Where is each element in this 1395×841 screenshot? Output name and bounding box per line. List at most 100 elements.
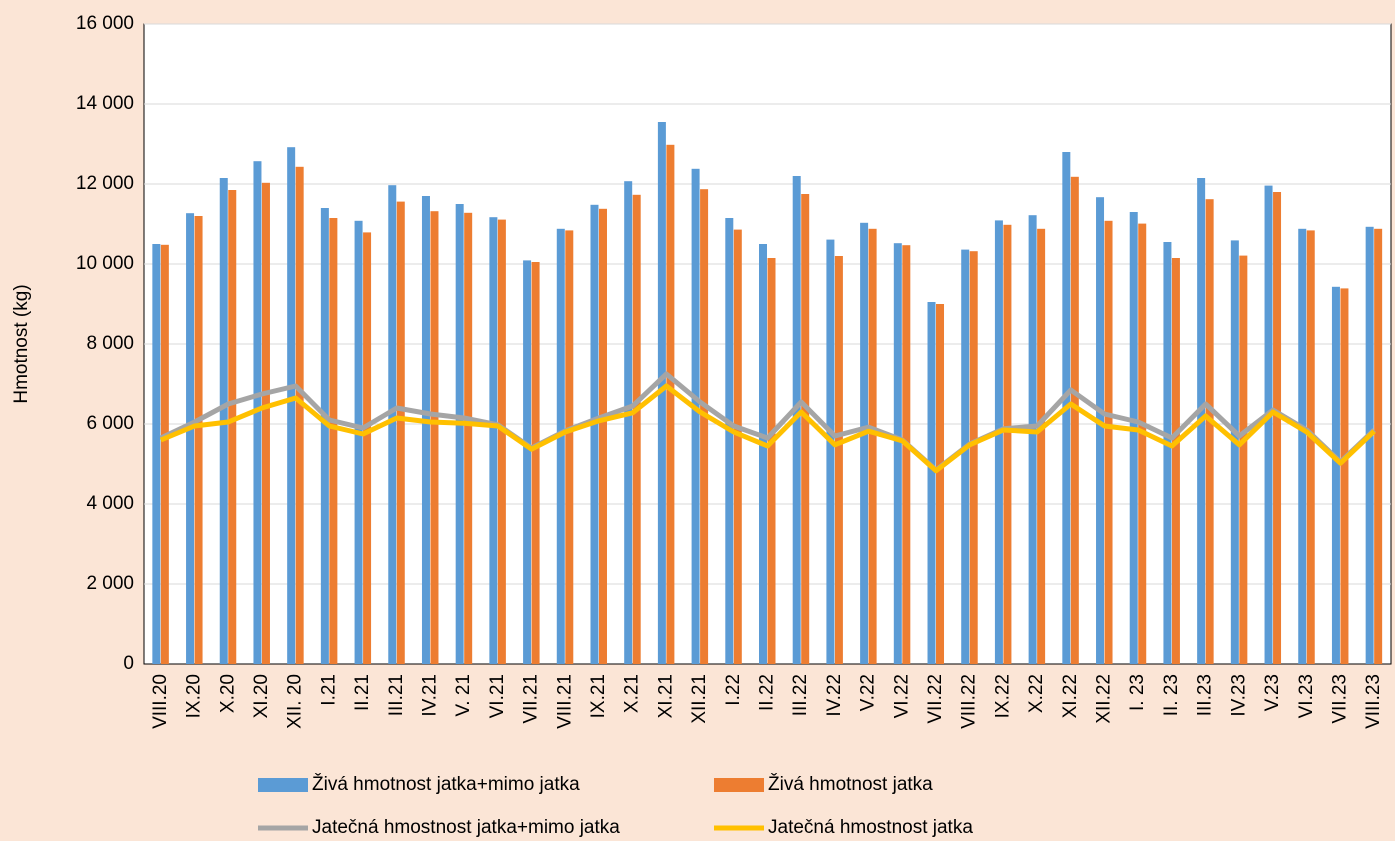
x-tick-label: XI.21 [655, 674, 676, 718]
y-tick-label: 8 000 [86, 333, 134, 354]
bar [936, 304, 945, 664]
bar [868, 228, 877, 665]
bar [1306, 230, 1315, 664]
x-tick-label: II.21 [352, 674, 373, 711]
bar [556, 228, 565, 665]
bar [994, 220, 1003, 664]
bar [1230, 240, 1239, 664]
x-tick-label: XII.21 [689, 674, 710, 724]
bar [253, 161, 262, 664]
x-tick-label: XI.22 [1060, 674, 1081, 718]
y-tick-label: 12 000 [76, 173, 134, 194]
bar [700, 189, 709, 664]
bar [1273, 192, 1282, 664]
bar [295, 166, 304, 665]
x-tick-label: VIII.21 [554, 674, 575, 729]
x-tick-label: X.22 [1026, 674, 1047, 713]
y-tick-label: 16 000 [76, 13, 134, 34]
legend-label: Živá hmotnost jatka [768, 773, 933, 795]
legend-swatch [714, 778, 764, 792]
x-tick-label: VIII.22 [959, 674, 980, 729]
bar [632, 194, 641, 665]
y-axis-label: Hmotnost (kg) [11, 284, 32, 403]
x-tick-label: VII.23 [1329, 674, 1350, 724]
x-tick-label: V. 21 [453, 674, 474, 717]
x-tick-label: IV.21 [419, 674, 440, 717]
bar [767, 258, 776, 664]
bar [598, 208, 607, 665]
bar [1205, 199, 1214, 664]
x-tick-label: VI.21 [487, 674, 508, 718]
x-tick-label: VII.21 [521, 674, 542, 724]
x-tick-label: VIII.23 [1363, 674, 1384, 729]
bar [1264, 185, 1273, 664]
bar [354, 220, 363, 665]
bar [228, 190, 237, 664]
bar [1138, 223, 1147, 664]
bar [969, 251, 978, 664]
bar [1003, 224, 1012, 665]
bar [531, 262, 540, 664]
bar [1171, 258, 1180, 664]
bar [523, 260, 532, 664]
x-tick-label: VII.22 [925, 674, 946, 724]
x-tick-label: XI.20 [251, 674, 272, 718]
bar [657, 122, 666, 664]
x-tick-label: IX.21 [588, 674, 609, 718]
bar [329, 218, 338, 664]
line-series [159, 371, 1376, 473]
bar [893, 243, 902, 664]
bar [160, 244, 169, 665]
x-tick-label: VIII.20 [150, 674, 171, 729]
bar [834, 256, 843, 664]
bar [1096, 197, 1105, 664]
bar [1129, 212, 1138, 664]
x-tick-label: X.20 [217, 674, 238, 713]
x-tick-label: IX.20 [184, 674, 205, 718]
x-tick-label: VI.23 [1296, 674, 1317, 718]
bar [666, 144, 675, 665]
x-tick-label: II.22 [757, 674, 778, 711]
bar [1331, 286, 1340, 664]
bar [624, 181, 633, 664]
bar [489, 217, 498, 664]
x-tick-label: XII.22 [1094, 674, 1115, 724]
bar [363, 232, 372, 664]
y-tick-label: 2 000 [86, 573, 134, 594]
x-tick-label: IX.22 [992, 674, 1013, 718]
x-tick-label: IV.22 [824, 674, 845, 717]
bar [287, 147, 296, 664]
bar [455, 204, 464, 664]
bar [860, 222, 869, 665]
bar [759, 244, 767, 664]
x-tick-label: XII. 20 [285, 674, 306, 729]
x-tick-label: I.22 [723, 674, 744, 706]
bar [1163, 242, 1172, 664]
bar [186, 213, 195, 664]
bar [430, 211, 439, 664]
bar [902, 245, 911, 664]
bar [396, 201, 405, 664]
bar [590, 204, 599, 665]
bar [194, 216, 203, 664]
y-tick-label: 4 000 [86, 493, 134, 514]
bar [320, 208, 329, 664]
x-tick-label: II. 23 [1161, 674, 1182, 716]
y-tick-label: 6 000 [86, 413, 134, 434]
bar [261, 182, 270, 665]
x-tick-label: X.21 [622, 674, 643, 713]
bar [733, 229, 742, 664]
bar [1340, 288, 1349, 664]
x-tick-label: III.22 [790, 674, 811, 716]
bar [497, 219, 506, 664]
legend-label: Jatečná hmostnost jatka+mimo jatka [312, 817, 620, 838]
x-tick-label: I.21 [318, 674, 339, 706]
bar [801, 194, 810, 664]
bar [1374, 228, 1383, 665]
x-tick-label: I. 23 [1127, 674, 1148, 711]
x-tick-label: VI.22 [891, 674, 912, 718]
y-tick-label: 10 000 [76, 253, 134, 274]
bar [1070, 176, 1079, 665]
bar [1104, 220, 1113, 665]
